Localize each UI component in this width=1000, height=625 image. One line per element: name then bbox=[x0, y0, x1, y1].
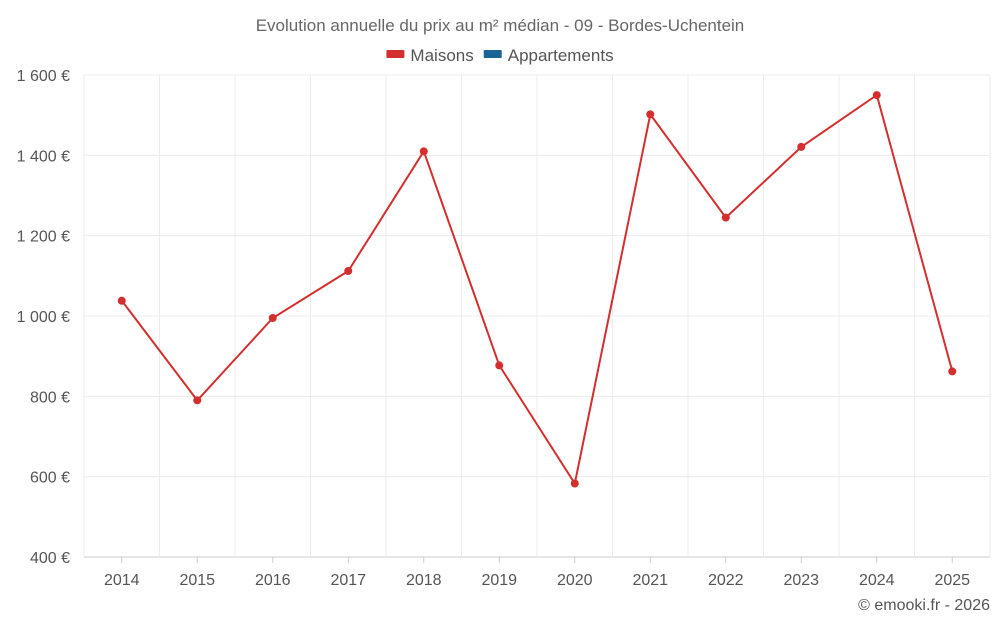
y-tick-label: 1 400 € bbox=[17, 148, 70, 165]
x-tick-label: 2016 bbox=[255, 572, 291, 589]
data-point[interactable] bbox=[570, 479, 579, 488]
chart-title: Evolution annuelle du prix au m² médian … bbox=[256, 16, 745, 35]
x-tick-label: 2021 bbox=[632, 572, 668, 589]
x-tick-label: 2014 bbox=[104, 572, 140, 589]
y-tick-label: 1 200 € bbox=[17, 229, 70, 246]
data-point[interactable] bbox=[495, 361, 504, 370]
y-tick-label: 1 600 € bbox=[17, 68, 70, 85]
legend-swatch bbox=[483, 50, 502, 58]
data-point[interactable] bbox=[117, 296, 126, 305]
data-point[interactable] bbox=[872, 91, 881, 100]
data-point[interactable] bbox=[344, 267, 353, 276]
data-point[interactable] bbox=[268, 314, 277, 323]
legend-label: Maisons bbox=[410, 46, 473, 65]
y-tick-label: 800 € bbox=[30, 389, 70, 406]
data-point[interactable] bbox=[721, 213, 730, 222]
x-tick-label: 2023 bbox=[783, 572, 819, 589]
data-point[interactable] bbox=[419, 147, 428, 156]
legend-label: Appartements bbox=[508, 46, 614, 65]
legend-swatch bbox=[386, 50, 405, 58]
data-point[interactable] bbox=[193, 396, 202, 405]
grid bbox=[83, 74, 991, 558]
x-axis: 2014 2015 2016 2017 2018 2019 2020 2021 2022 2023… bbox=[104, 557, 970, 589]
credit-text: © emooki.fr - 2026 bbox=[858, 597, 990, 614]
x-tick-label: 2022 bbox=[708, 572, 744, 589]
x-tick-label: 2019 bbox=[481, 572, 517, 589]
y-axis: 400 € 600 € 800 € 1 000 € 1 200 € 1 400 € 1 60… bbox=[17, 68, 70, 567]
legend-item-1[interactable]: Appartements bbox=[483, 46, 614, 65]
series-line-0 bbox=[121, 93, 954, 487]
y-tick-label: 400 € bbox=[30, 550, 70, 567]
y-tick-label: 600 € bbox=[30, 470, 70, 487]
series-layer bbox=[117, 91, 957, 488]
x-tick-label: 2018 bbox=[406, 572, 442, 589]
data-point[interactable] bbox=[797, 142, 806, 151]
data-point[interactable] bbox=[948, 367, 957, 376]
x-tick-label: 2025 bbox=[934, 572, 970, 589]
y-tick-label: 1 000 € bbox=[17, 309, 70, 326]
data-point[interactable] bbox=[646, 110, 655, 119]
x-tick-label: 2020 bbox=[557, 572, 593, 589]
x-tick-label: 2017 bbox=[330, 572, 366, 589]
x-tick-label: 2015 bbox=[179, 572, 215, 589]
x-tick-label: 2024 bbox=[859, 572, 895, 589]
legend: Maisons Appartements bbox=[386, 46, 614, 65]
legend-item-0[interactable]: Maisons bbox=[386, 46, 474, 65]
